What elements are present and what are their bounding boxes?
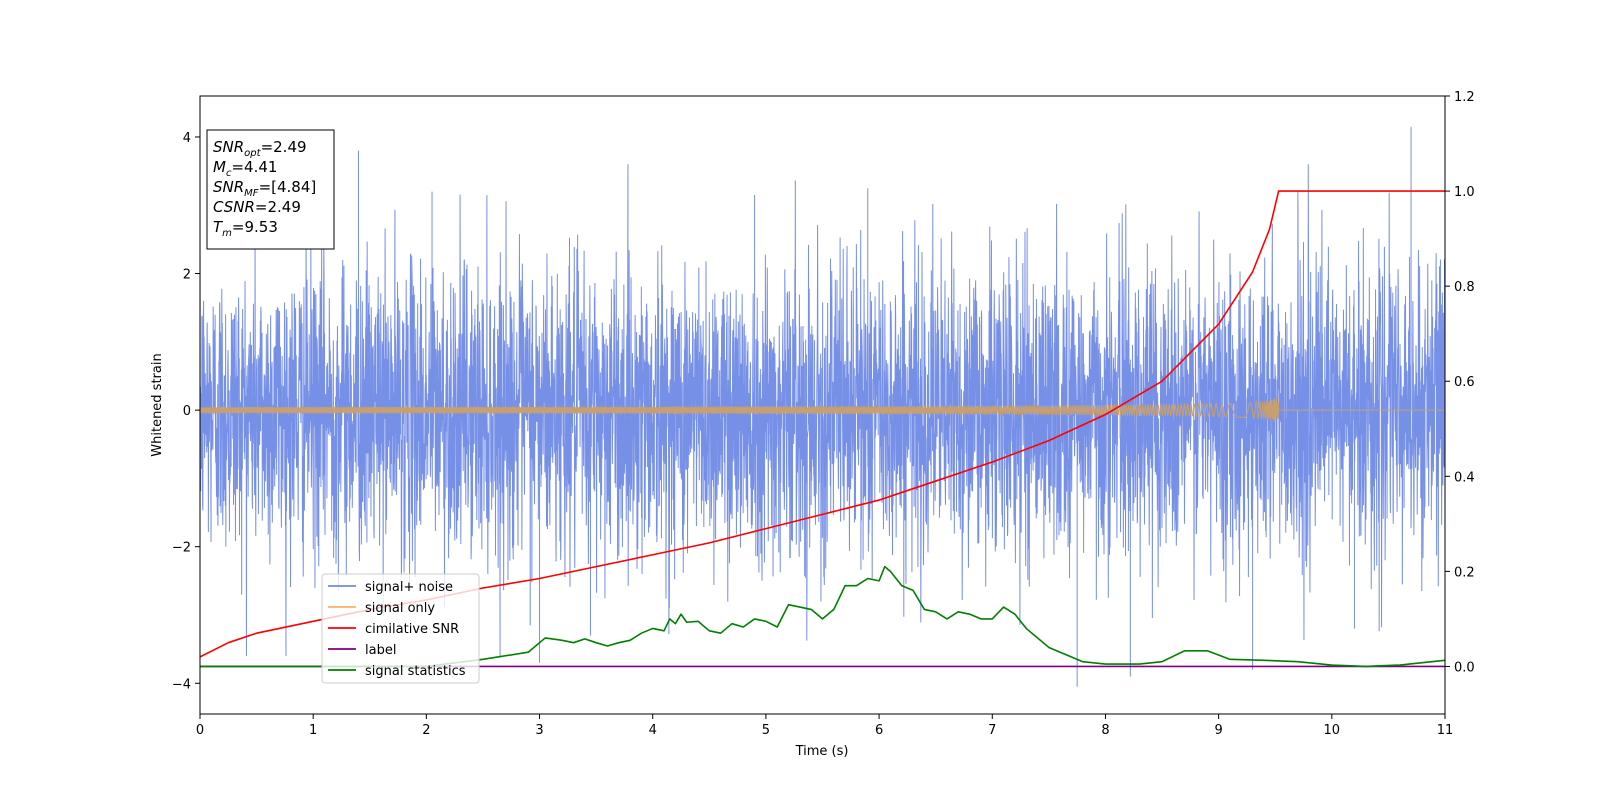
x-tick-label: 7 (988, 723, 996, 738)
legend-label: signal+ noise (365, 580, 453, 595)
annotation-symbol: M (213, 158, 226, 176)
annotation-line: Mc=4.41 (213, 158, 277, 179)
y2-tick-label: 0.4 (1454, 470, 1475, 485)
annotation-value: =4.41 (231, 158, 277, 176)
signal-noise-line (200, 126, 1445, 687)
x-tick-label: 1 (309, 723, 317, 738)
legend: signal+ noise signal only cimilative SNR la… (321, 573, 480, 684)
annotation-symbol: SNR (213, 178, 244, 196)
x-tick-label: 4 (649, 723, 657, 738)
y-axis-right: 1.2 1.0 0.8 0.6 0.4 0.2 0.0 (1445, 90, 1475, 675)
annotation-line: Tm=9.53 (213, 218, 278, 239)
annotation-symbol: T (213, 218, 224, 236)
legend-label: signal only (365, 601, 435, 616)
legend-label: cimilative SNR (365, 622, 459, 637)
y-axis-title: Whitened strain (150, 353, 165, 456)
y-tick-label: 2 (183, 268, 191, 283)
signal-noise-series (200, 126, 1445, 687)
y-tick-label: −2 (172, 541, 191, 556)
legend-frame (321, 573, 480, 684)
annotation-line: SNRopt=2.49 (213, 138, 307, 159)
y-tick-label: 4 (183, 131, 191, 146)
annotation-symbol: SNR (213, 138, 244, 156)
annotation-line: CSNR=2.49 (213, 198, 301, 216)
x-tick-label: 3 (535, 723, 543, 738)
y2-tick-label: 0.2 (1454, 565, 1475, 580)
y-tick-label: −4 (172, 677, 191, 692)
y2-tick-label: 1.0 (1454, 185, 1475, 200)
x-tick-label: 6 (875, 723, 883, 738)
x-axis: 0 1 2 3 4 5 6 7 8 9 10 11 (196, 714, 1453, 738)
annotation-symbol: CSNR (213, 198, 255, 216)
annotation-subscript: m (222, 228, 232, 239)
annotation-frame (206, 129, 335, 250)
annotation-value: =9.53 (232, 218, 278, 236)
y2-tick-label: 0.8 (1454, 280, 1475, 295)
annotation-subscript: c (226, 168, 232, 179)
x-tick-label: 9 (1214, 723, 1222, 738)
x-axis-title: Time (s) (795, 744, 849, 759)
annotation-value: =2.49 (255, 198, 301, 216)
x-tick-label: 5 (762, 723, 770, 738)
x-tick-label: 2 (422, 723, 430, 738)
legend-label: label (365, 643, 396, 658)
x-tick-label: 11 (1437, 723, 1454, 738)
y2-tick-label: 0.0 (1454, 660, 1475, 675)
y-axis-left: 4 2 0 −2 −4 (172, 131, 200, 692)
annotation-line: SNRMF=[4.84] (213, 178, 316, 199)
annotation-value: =[4.84] (259, 178, 317, 196)
signal-statistics-line (200, 565, 1445, 668)
annotation-subscript: opt (244, 148, 261, 159)
signal-only-series (200, 397, 1445, 422)
signal-only-line (200, 397, 1445, 422)
x-tick-label: 10 (1324, 723, 1341, 738)
x-tick-label: 0 (196, 723, 204, 738)
y2-tick-label: 0.6 (1454, 375, 1475, 390)
annotation-value: =2.49 (261, 138, 307, 156)
x-tick-label: 8 (1101, 723, 1109, 738)
annotation-subscript: MF (244, 188, 259, 199)
y2-tick-label: 1.2 (1454, 90, 1475, 105)
legend-label: signal statistics (365, 664, 466, 679)
plot-frame (199, 95, 1446, 715)
y-tick-label: 0 (183, 404, 191, 419)
annotation-box: SNRopt=2.49Mc=4.41SNRMF=[4.84]CSNR=2.49T… (206, 129, 335, 250)
